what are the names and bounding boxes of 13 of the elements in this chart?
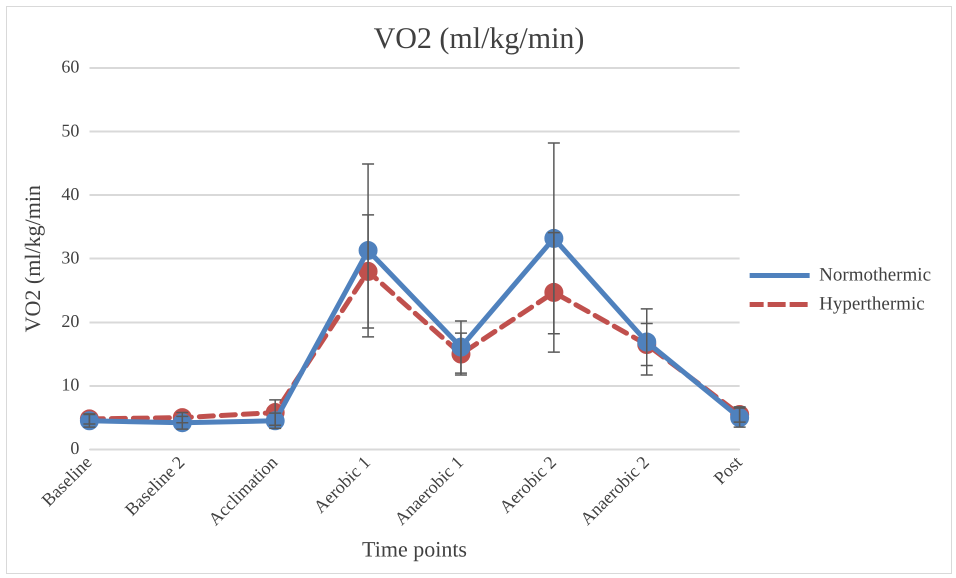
chart-title: VO2 (ml/kg/min) [374,22,584,55]
y-tick-label: 30 [61,247,80,268]
y-tick-label: 20 [61,311,80,332]
y-tick-label: 40 [61,184,80,204]
legend-label: Hyperthermic [819,293,925,314]
x-axis-title: Time points [362,536,467,562]
y-tick-label: 10 [61,374,80,395]
x-tick-label: Post [710,452,746,488]
y-tick-label: 60 [61,56,80,77]
y-tick-label: 0 [70,438,80,458]
legend-label: Normothermic [819,264,931,286]
y-axis-title: VO2 (ml/kg/min [20,185,45,332]
y-tick-label: 50 [61,120,80,140]
